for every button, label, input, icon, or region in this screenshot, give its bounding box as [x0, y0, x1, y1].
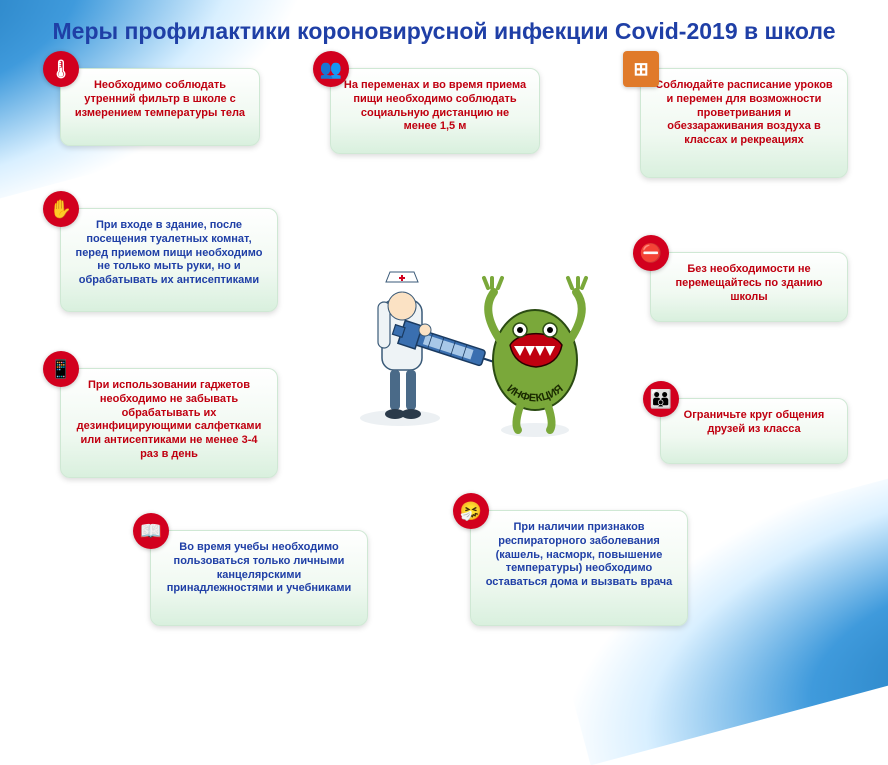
card-text: Необходимо соблюдать утренний фильтр в ш… [73, 79, 247, 120]
info-card: ⛔Без необходимости не перемещайтесь по з… [650, 252, 848, 322]
cough-icon: 🤧 [453, 493, 489, 529]
handwash-icon: ✋ [43, 191, 79, 227]
info-card: 📖Во время учебы необходимо пользоваться … [150, 530, 368, 626]
info-card: 📱При использовании гаджетов необходимо н… [60, 368, 278, 478]
card-text: Во время учебы необходимо пользоваться т… [163, 541, 355, 596]
page-title: Меры профилактики короновирусной инфекци… [0, 18, 888, 45]
book-icon: 📖 [133, 513, 169, 549]
info-card: 🌡Необходимо соблюдать утренний фильтр в … [60, 68, 260, 146]
nurse-vs-virus-svg: ИНФЕКЦИЯ [330, 230, 590, 450]
card-text: Соблюдайте расписание уроков и перемен д… [653, 79, 835, 148]
card-text: На переменах и во время приема пищи необ… [343, 79, 527, 134]
info-card: 👪Ограничьте круг общения друзей из класс… [660, 398, 848, 464]
people-icon: 👪 [643, 381, 679, 417]
card-text: Без необходимости не перемещайтесь по зд… [663, 263, 835, 304]
virus-figure: ИНФЕКЦИЯ [484, 278, 586, 437]
info-card: ⊞Соблюдайте расписание уроков и перемен … [640, 68, 848, 178]
card-text: При наличии признаков респираторного заб… [483, 521, 675, 590]
thermometer-icon: 🌡 [43, 51, 79, 87]
distance-icon: 👥 [313, 51, 349, 87]
card-text: При использовании гаджетов необходимо не… [73, 379, 265, 462]
info-card: ✋При входе в здание, после посещения туа… [60, 208, 278, 312]
phone-icon: 📱 [43, 351, 79, 387]
central-illustration: ИНФЕКЦИЯ [330, 230, 590, 450]
card-text: При входе в здание, после посещения туал… [73, 219, 265, 288]
window-icon: ⊞ [623, 51, 659, 87]
info-card: 🤧При наличии признаков респираторного за… [470, 510, 688, 626]
card-text: Ограничьте круг общения друзей из класса [673, 409, 835, 437]
no-entry-icon: ⛔ [633, 235, 669, 271]
info-card: 👥На переменах и во время приема пищи нео… [330, 68, 540, 154]
